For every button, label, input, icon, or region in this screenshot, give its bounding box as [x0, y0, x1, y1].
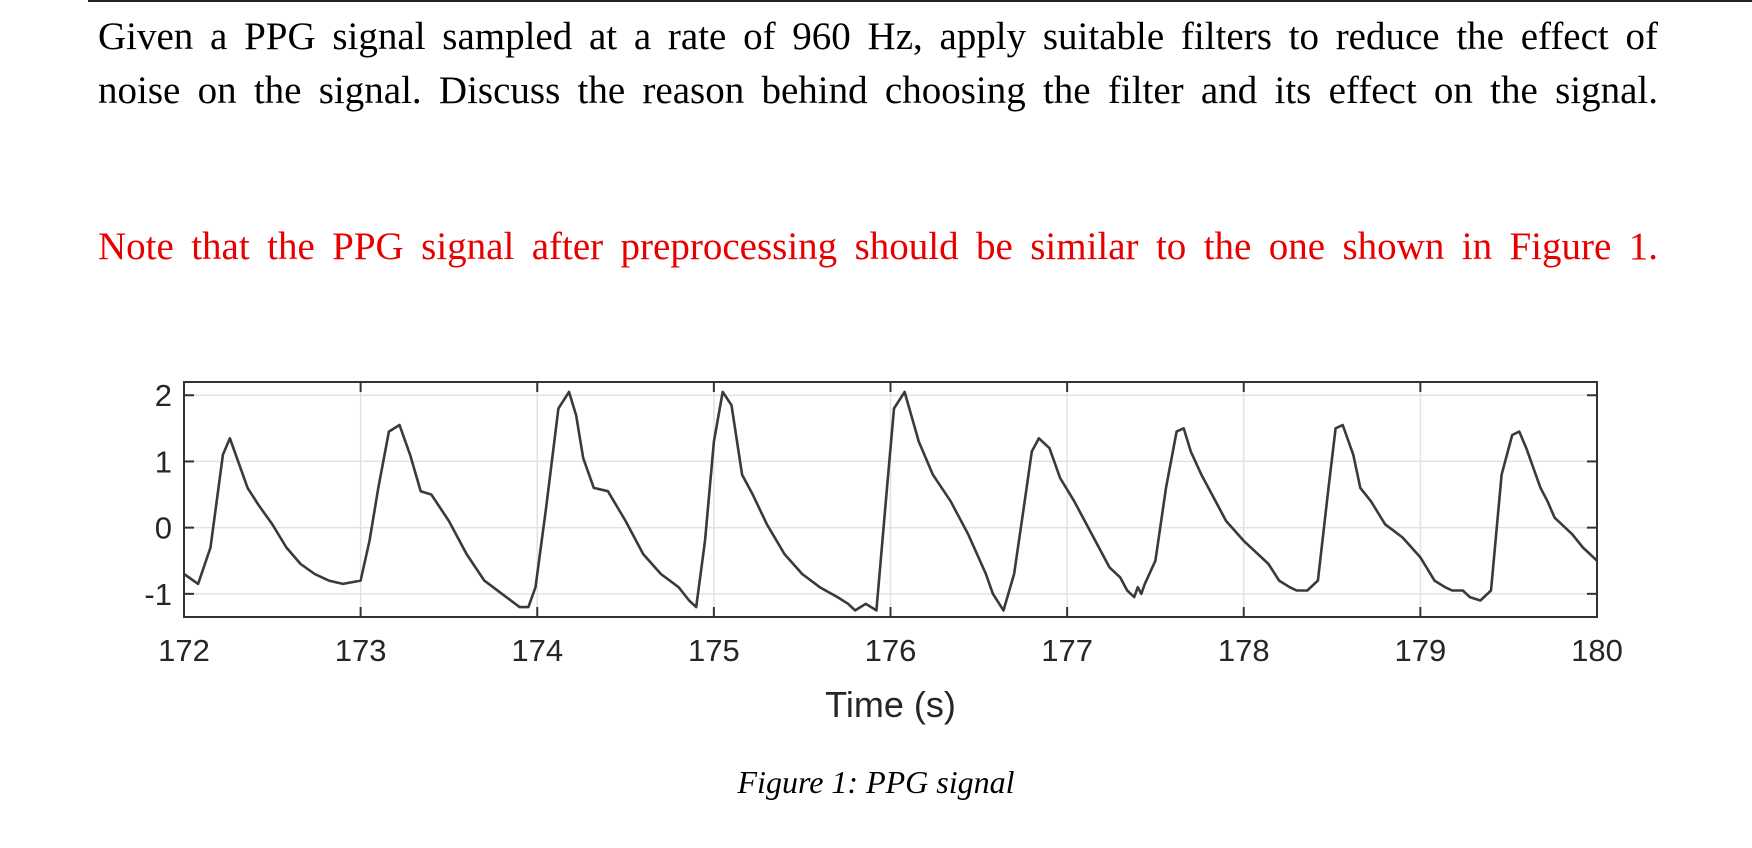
x-tick-label: 179: [1395, 633, 1447, 668]
question-text: Given a PPG signal sampled at a rate of …: [98, 10, 1658, 118]
x-tick-label: 180: [1571, 633, 1623, 668]
x-tick-label: 173: [335, 633, 387, 668]
y-tick-label: 1: [155, 444, 172, 479]
top-rule: [88, 0, 1752, 2]
ppg-chart: 172 173 174 175 176 177 178 179 180 -1 0 1 2 Time (s…: [144, 378, 1622, 725]
question-line-1: Given a PPG signal sampled at a rate of …: [98, 15, 1658, 58]
x-tick-label: 175: [688, 633, 740, 668]
y-tick-label: 0: [155, 511, 172, 546]
figure-caption: Figure 1: PPG signal: [737, 764, 1015, 800]
y-tick-label: 2: [155, 378, 172, 413]
note-text: Note that the PPG signal after preproces…: [98, 225, 1658, 268]
ppg-signal-line: [184, 390, 1597, 612]
chart-ticks: 172 173 174 175 176 177 178 179 180 -1 0 1 2: [144, 378, 1622, 668]
chart-plot-area: [184, 390, 1597, 612]
x-tick-label: 177: [1041, 633, 1093, 668]
x-tick-label: 172: [158, 633, 210, 668]
y-tick-label: -1: [144, 577, 172, 612]
x-axis-label: Time (s): [825, 684, 956, 725]
x-tick-label: 174: [511, 633, 563, 668]
chart-grid: [183, 382, 1598, 617]
x-tick-label: 176: [865, 633, 917, 668]
x-tick-label: 178: [1218, 633, 1270, 668]
question-line-2: noise on the signal. Discuss the reason …: [98, 69, 1658, 112]
